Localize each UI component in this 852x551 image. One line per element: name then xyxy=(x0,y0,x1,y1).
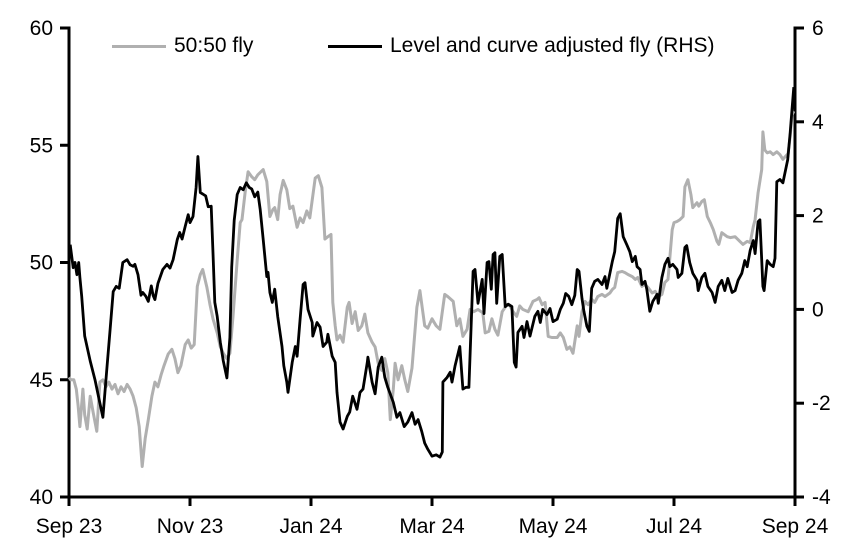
x-axis-tick-label: May 24 xyxy=(519,515,588,538)
legend-item-level-curve-adjusted-fly: Level and curve adjusted fly (RHS) xyxy=(328,35,715,57)
left-axis-tick-label: 60 xyxy=(30,17,53,40)
x-axis-tick-label: Mar 24 xyxy=(399,515,465,538)
legend-line-sample-gray xyxy=(112,44,166,48)
right-axis-tick-label: 4 xyxy=(812,111,824,134)
series-line-5050-fly xyxy=(67,110,796,468)
series-line-level-curve-adjusted-fly xyxy=(68,86,796,459)
x-axis-tick-label: Sep 23 xyxy=(36,515,103,538)
x-axis-tick-label: Nov 23 xyxy=(157,515,224,538)
x-axis-tick-label: Jan 24 xyxy=(279,515,342,538)
left-axis-tick-label: 50 xyxy=(30,252,53,275)
legend-label-5050-fly: 50:50 fly xyxy=(174,34,254,57)
legend-item-5050-fly: 50:50 fly xyxy=(112,35,253,57)
x-axis-tick-label: Jul 24 xyxy=(646,515,702,538)
right-axis-tick-label: 2 xyxy=(812,205,824,228)
right-axis-tick-label: 0 xyxy=(812,298,824,321)
left-axis-tick-label: 45 xyxy=(30,369,53,392)
left-axis-tick-label: 55 xyxy=(30,134,53,157)
x-axis-tick-label: Sep 24 xyxy=(762,515,829,538)
right-axis-tick-label: -2 xyxy=(812,392,831,415)
left-axis-tick-label: 40 xyxy=(30,486,53,509)
right-axis-tick-label: -4 xyxy=(812,486,831,509)
right-axis-tick-label: 6 xyxy=(812,17,824,40)
legend-label-level-curve-adjusted-fly: Level and curve adjusted fly (RHS) xyxy=(390,34,715,57)
legend-line-sample-black xyxy=(328,44,382,48)
